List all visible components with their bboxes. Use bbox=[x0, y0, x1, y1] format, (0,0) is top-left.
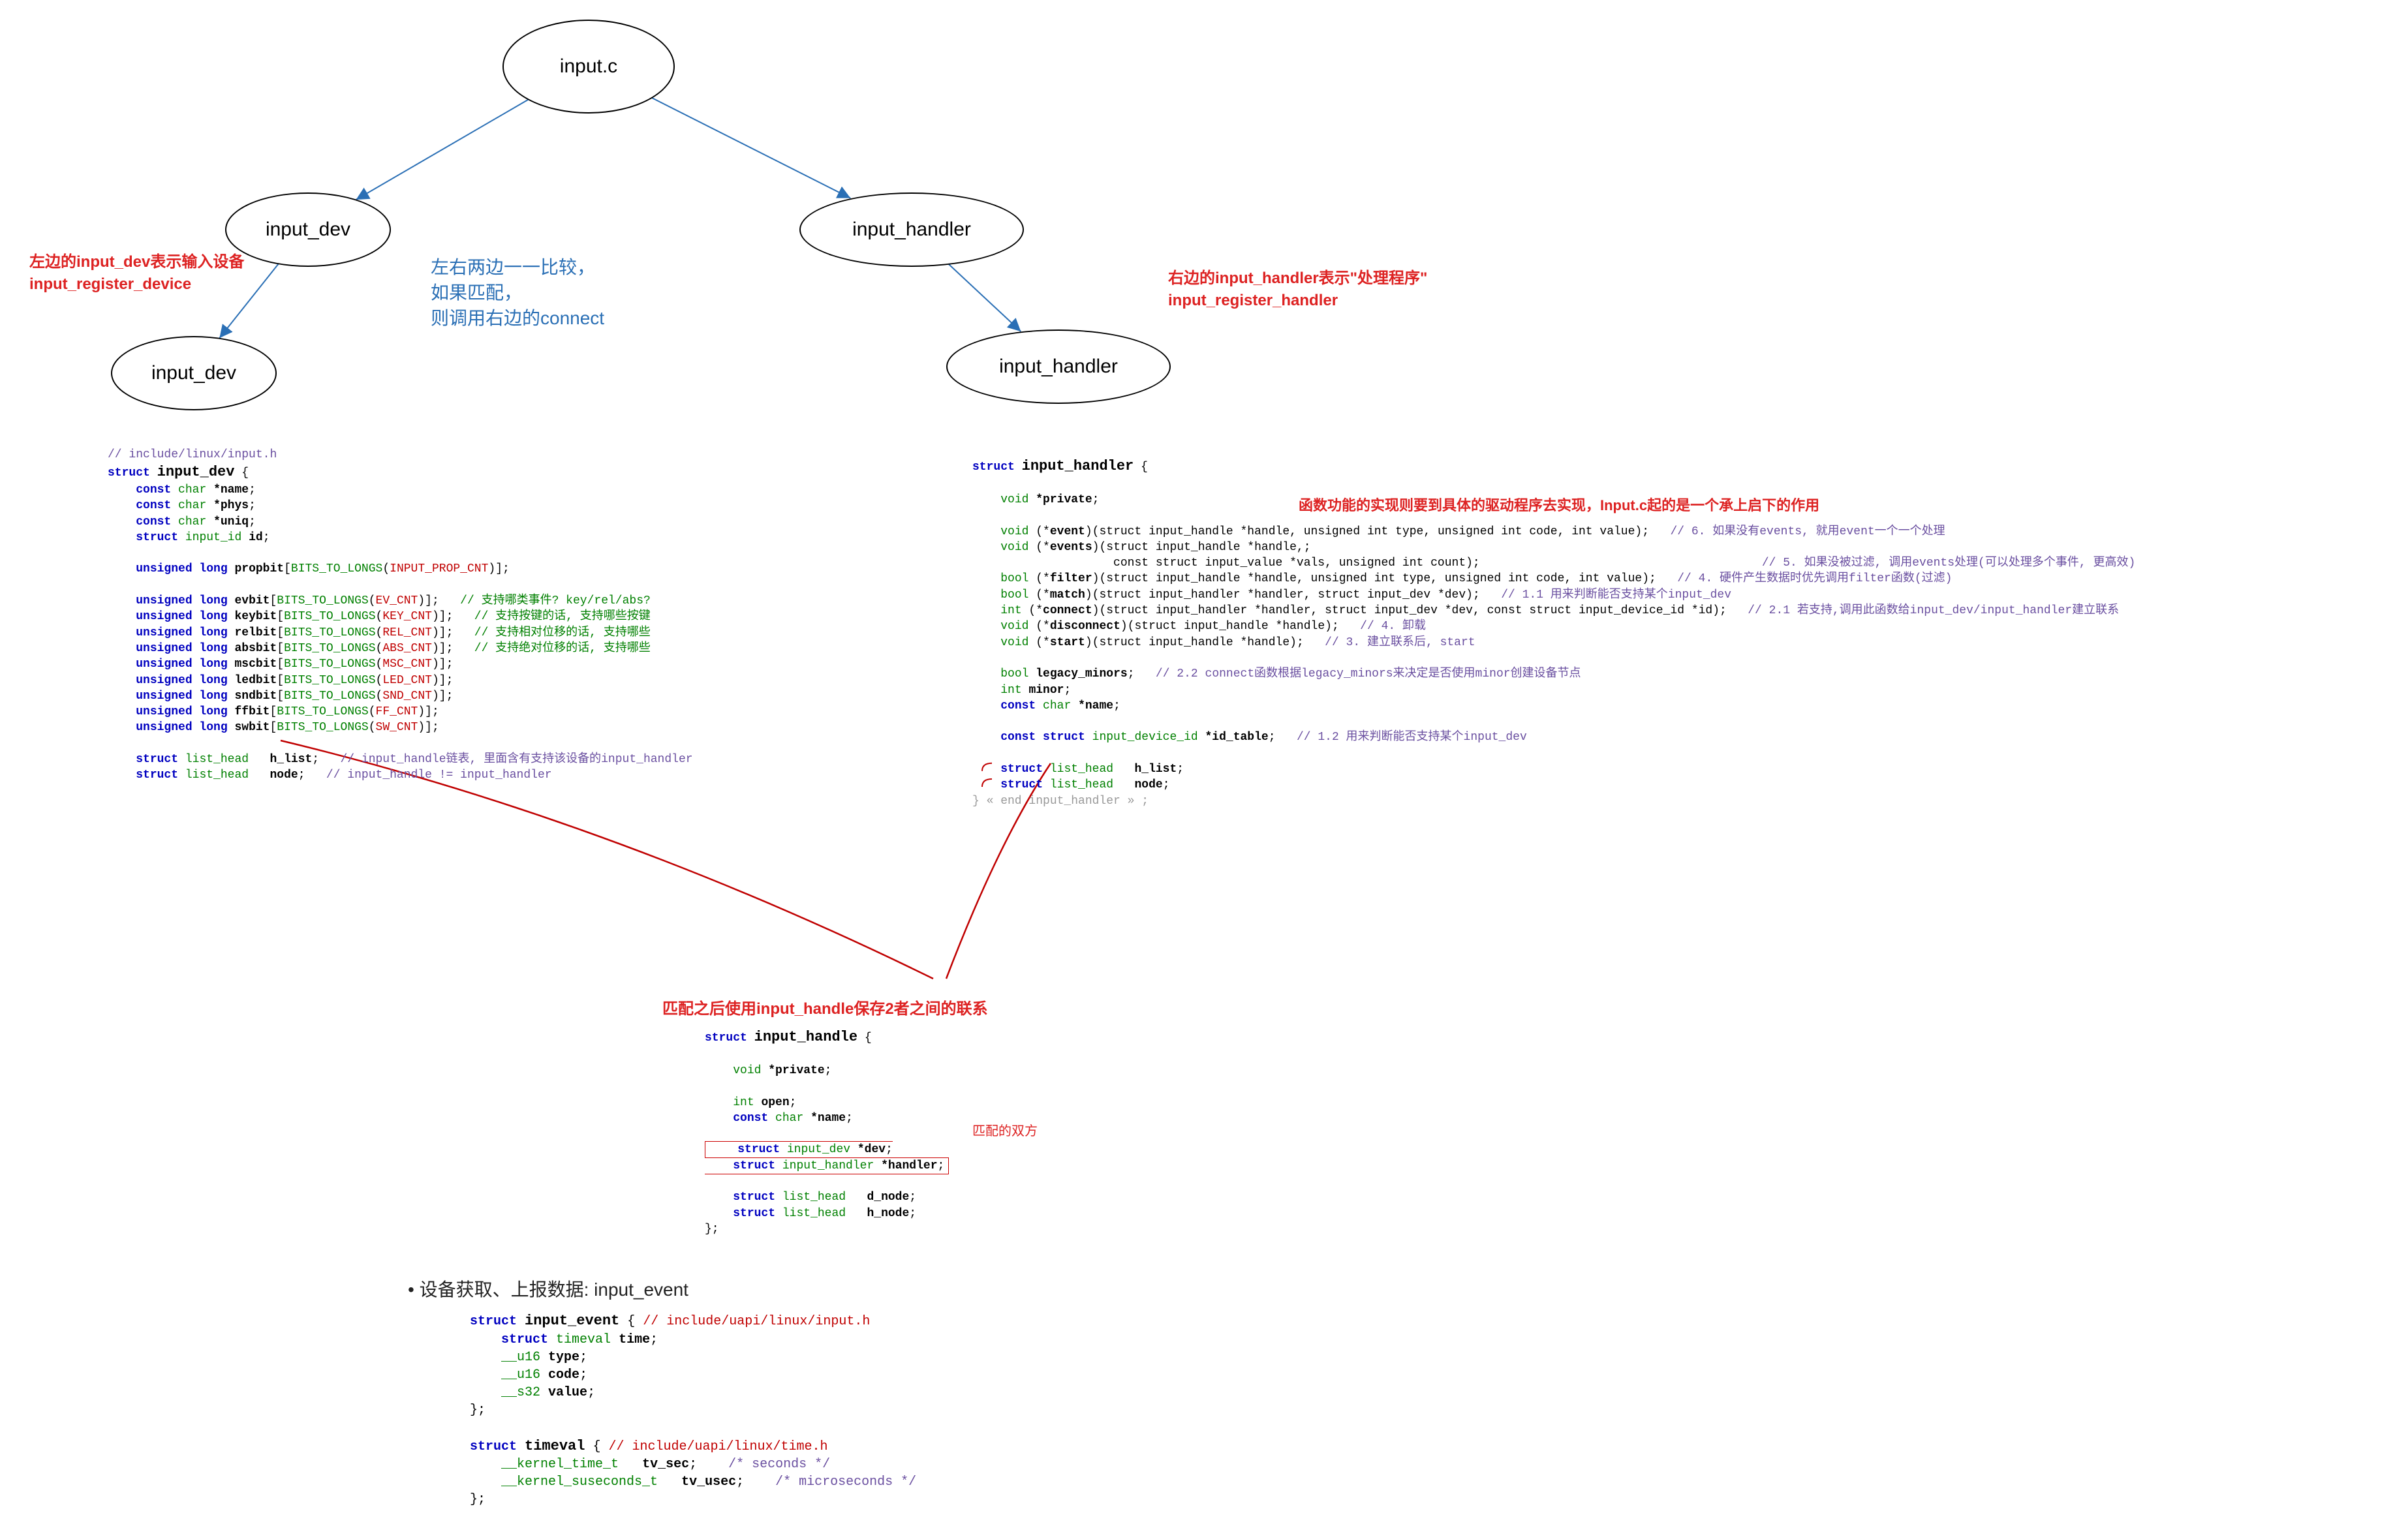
node-dev1-label: input_dev bbox=[266, 219, 350, 241]
node-dev2-label: input_dev bbox=[151, 362, 236, 384]
code-input-handler: struct input_handler { void *private; vo… bbox=[972, 457, 2135, 809]
node-hand2: input_handler bbox=[946, 329, 1171, 404]
code-input-handle: struct input_handle { void *private; int… bbox=[705, 1028, 949, 1237]
ann-match-pair: 匹配的双方 bbox=[972, 1122, 1038, 1140]
ann-ht-text: 匹配之后使用input_handle保存2者之间的联系 bbox=[662, 1000, 988, 1018]
canvas: input.c input_dev input_handler input_de… bbox=[0, 0, 2408, 1513]
node-root-label: input.c bbox=[560, 55, 617, 78]
ann-handle-title: 匹配之后使用input_handle保存2者之间的联系 bbox=[662, 998, 988, 1020]
node-hand2-label: input_handler bbox=[999, 356, 1118, 378]
ann-mp-text: 匹配的双方 bbox=[972, 1124, 1038, 1139]
ann-left-red: 左边的input_dev表示输入设备 input_register_device bbox=[29, 251, 244, 295]
node-root: input.c bbox=[502, 20, 675, 114]
node-dev1: input_dev bbox=[225, 192, 391, 267]
node-hand1: input_handler bbox=[799, 192, 1024, 267]
ann-mid-blue: 左右两边一一比较， 如果匹配， 则调用右边的connect bbox=[431, 254, 604, 331]
code-input-event: struct input_event { // include/uapi/lin… bbox=[470, 1311, 916, 1508]
node-dev2: input_dev bbox=[111, 336, 277, 410]
code-input-dev: // include/linux/input.h struct input_de… bbox=[108, 447, 693, 784]
bullet-text: 设备获取、上报数据: input_event bbox=[420, 1279, 688, 1300]
bullet-input-event: • 设备获取、上报数据: input_event bbox=[408, 1276, 688, 1302]
node-hand1-label: input_handler bbox=[852, 219, 971, 241]
ann-right-red: 右边的input_handler表示"处理程序" input_register_… bbox=[1168, 267, 1427, 311]
